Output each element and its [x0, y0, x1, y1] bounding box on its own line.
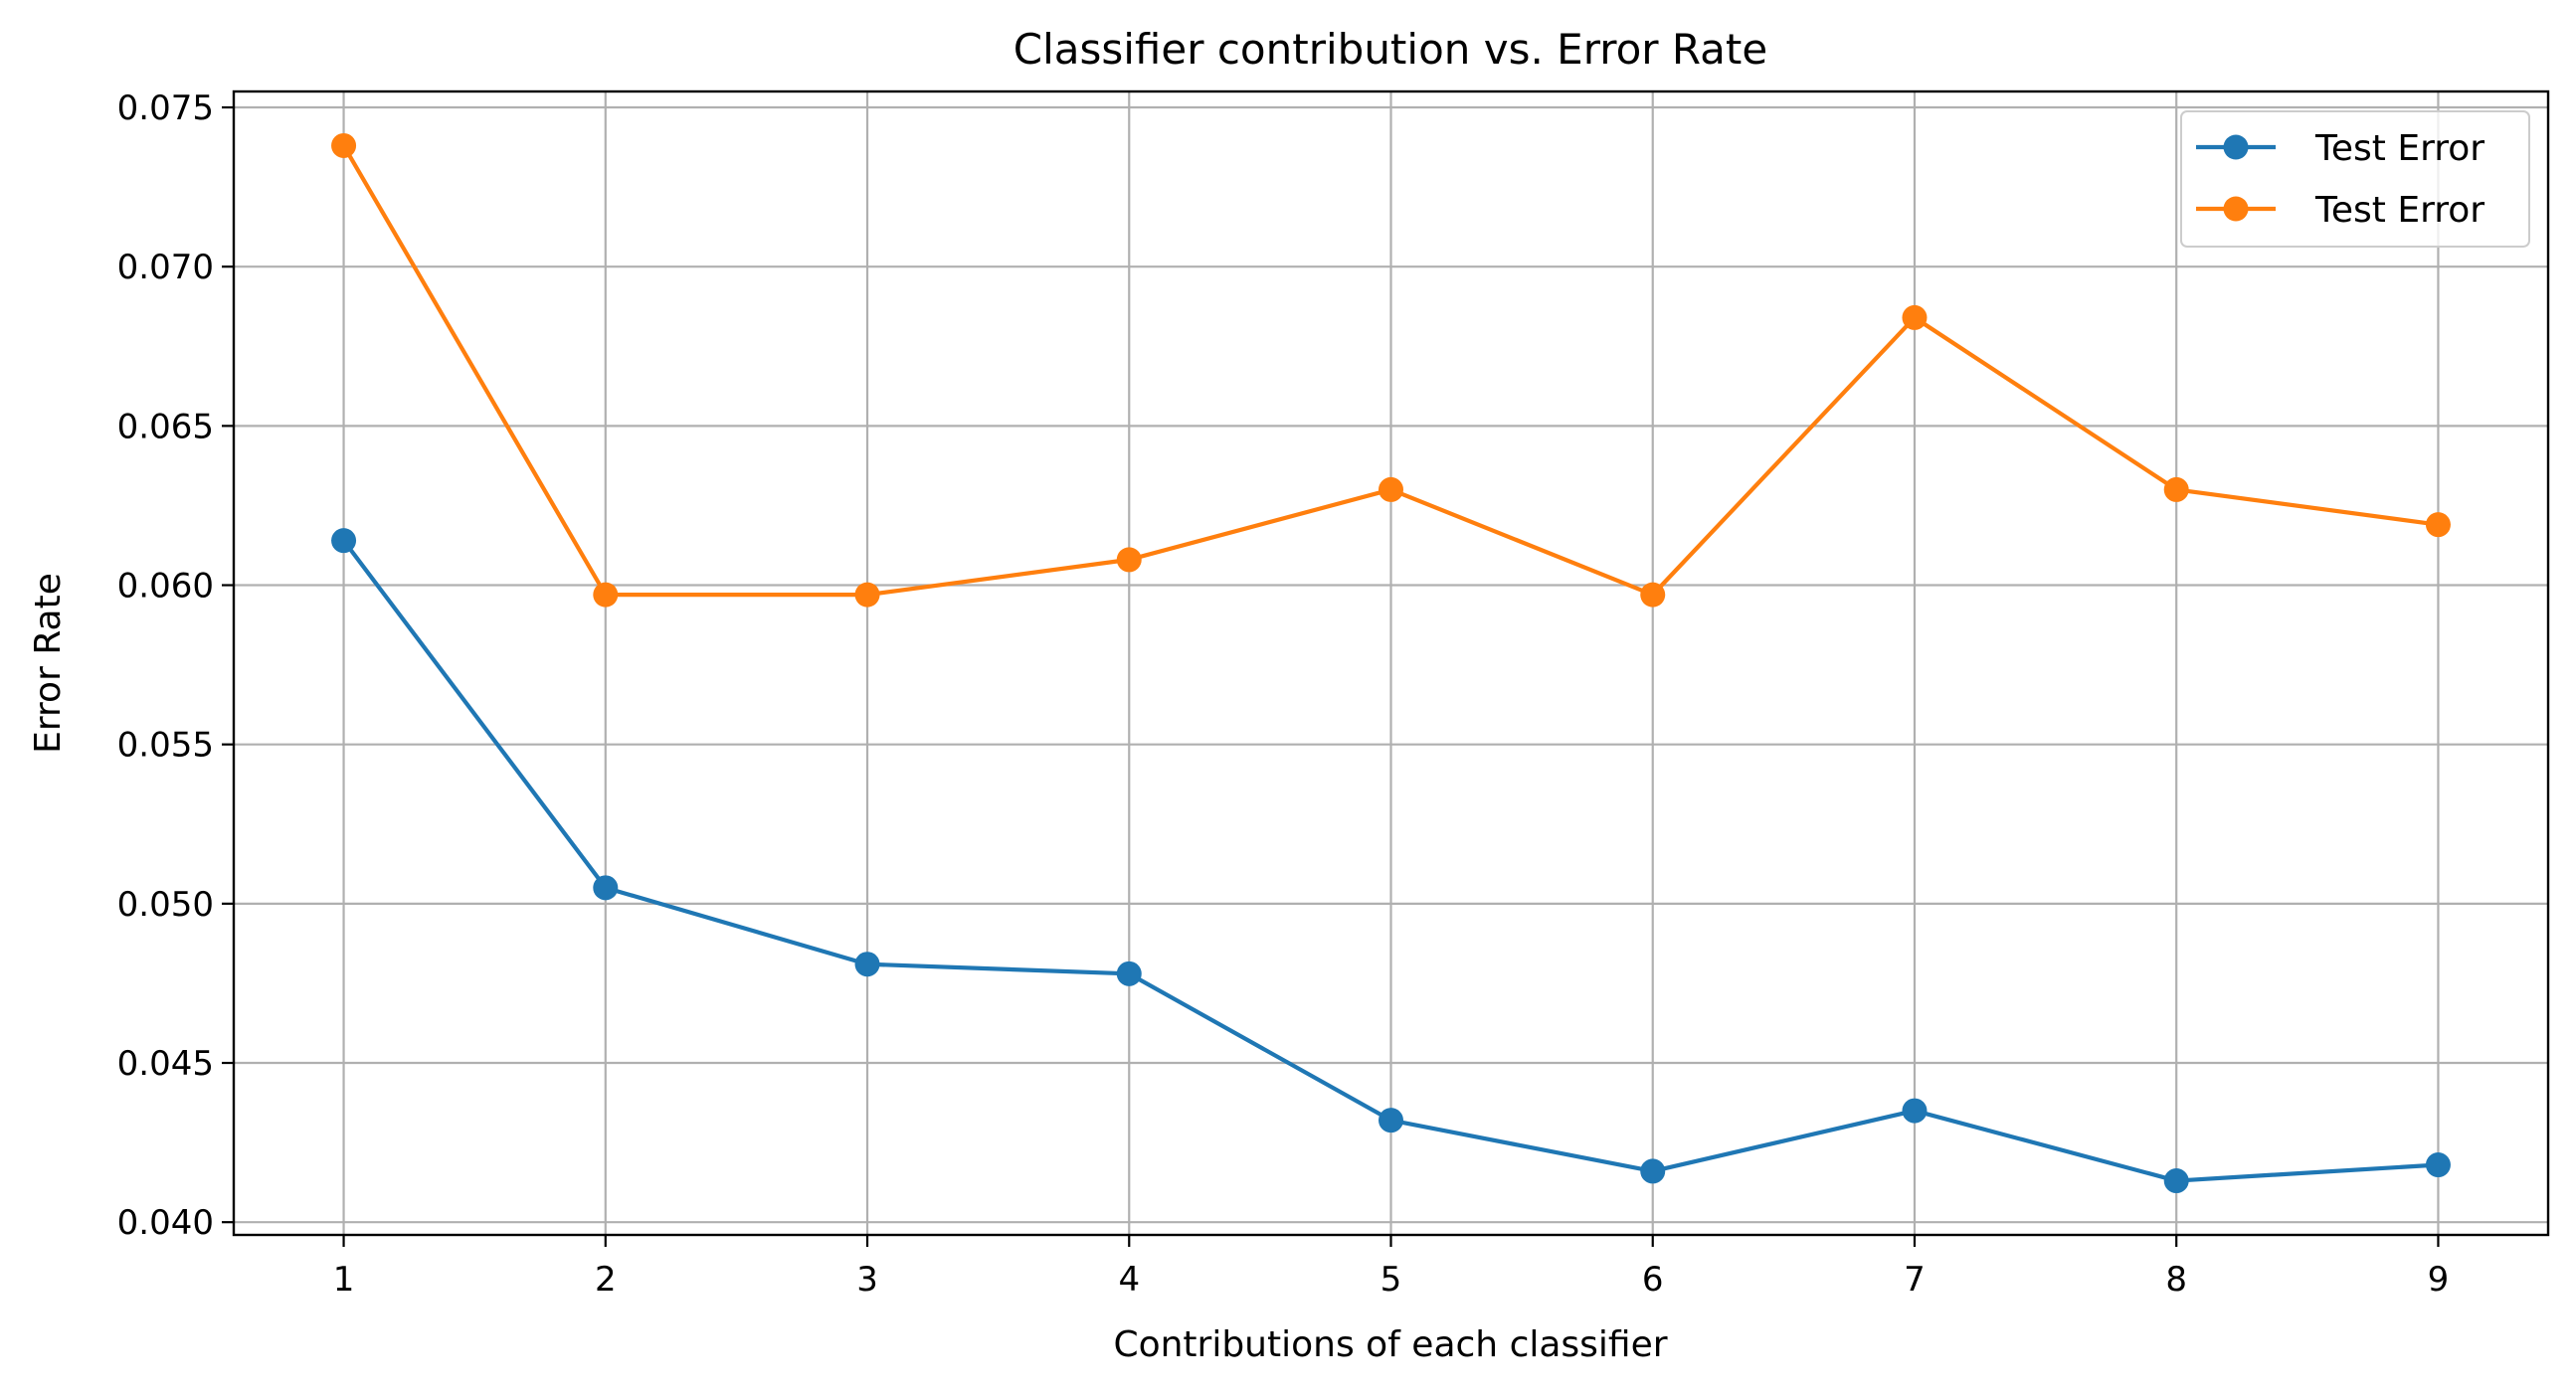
data-point	[331, 528, 357, 554]
x-tick-label: 2	[595, 1260, 617, 1300]
data-point	[1640, 582, 1666, 608]
grid-lines	[234, 91, 2548, 1235]
x-axis-label: Contributions of each classifier	[1113, 1324, 1667, 1365]
plot-area-frame	[232, 89, 2550, 1237]
x-tick-label: 8	[2165, 1260, 2187, 1300]
y-tick-label: 0.075	[117, 88, 214, 128]
y-tick-label: 0.065	[117, 407, 214, 446]
x-tick-label: 6	[1642, 1260, 1664, 1300]
y-axis-label: Error Rate	[28, 573, 69, 754]
data-point	[1902, 1098, 1928, 1124]
data-point	[1902, 304, 1928, 330]
legend-swatch-marker	[2223, 196, 2249, 222]
y-tick-label: 0.050	[117, 885, 214, 925]
y-tick-label: 0.055	[117, 726, 214, 766]
data-point	[1379, 1108, 1403, 1133]
legend-label: Test Error	[2314, 190, 2484, 231]
legend-swatch-marker	[2223, 134, 2249, 160]
legend-label: Test Error	[2314, 128, 2484, 169]
data-point	[2163, 1168, 2189, 1194]
data-point	[1379, 476, 1403, 502]
data-point	[593, 875, 619, 901]
data-point	[2163, 476, 2189, 502]
y-tick-label: 0.060	[117, 567, 214, 607]
y-tick-label: 0.070	[117, 248, 214, 287]
y-tick-label: 0.045	[117, 1044, 214, 1084]
x-tick-label: 7	[1904, 1260, 1926, 1300]
x-tick-label: 5	[1380, 1260, 1402, 1300]
y-axis-ticks: 0.040 0.045 0.050 0.055 0.060 0.065 0.070 0.075	[117, 88, 234, 1243]
data-point	[1640, 1158, 1666, 1184]
series-2	[331, 132, 2451, 608]
data-point	[2425, 1152, 2451, 1178]
legend: Test Error Test Error	[2180, 110, 2530, 248]
data-point	[2425, 512, 2451, 538]
x-axis-ticks: 1 2 3 4 5 6 7 8 9	[333, 1235, 2450, 1300]
y-tick-label: 0.040	[117, 1203, 214, 1243]
x-tick-label: 9	[2428, 1260, 2450, 1300]
data-point	[331, 132, 357, 158]
data-point	[593, 582, 619, 608]
data-point	[854, 582, 880, 608]
data-point	[854, 952, 880, 977]
series-1	[331, 528, 2451, 1194]
series-lines	[331, 132, 2451, 1194]
x-tick-label: 4	[1118, 1260, 1140, 1300]
data-point	[1116, 960, 1142, 986]
chart-title: Classifier contribution vs. Error Rate	[1013, 25, 1767, 74]
x-tick-label: 1	[333, 1260, 355, 1300]
data-point	[1116, 547, 1142, 573]
x-tick-label: 3	[856, 1260, 878, 1300]
